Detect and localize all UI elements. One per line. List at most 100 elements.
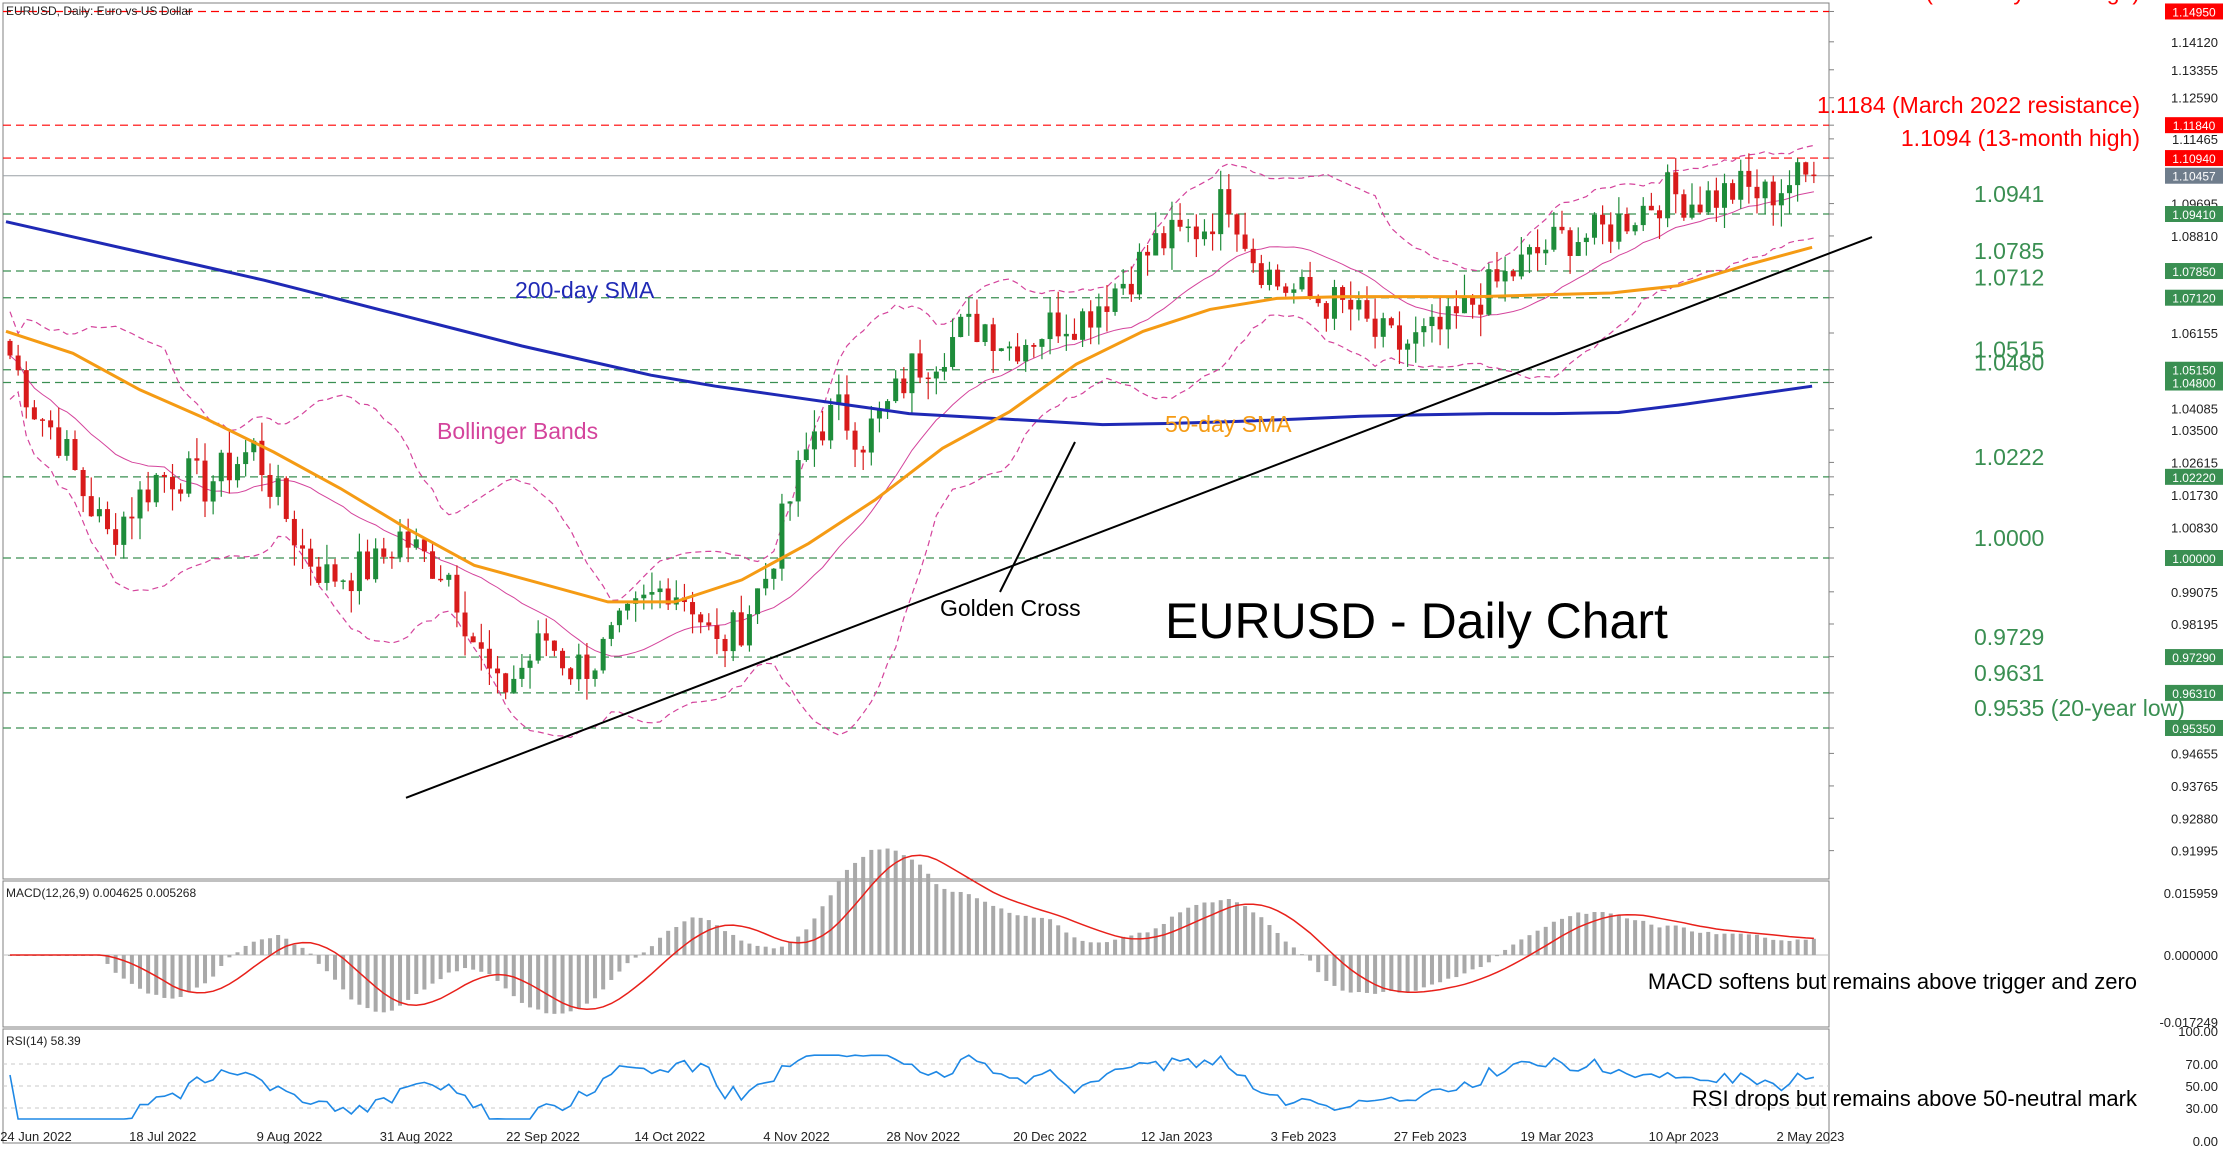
date-tick-label: 22 Sep 2022 (506, 1129, 580, 1144)
candle-body (15, 355, 21, 371)
macd-label: MACD(12,26,9) 0.004625 0.005268 (6, 886, 196, 900)
candle-body (259, 440, 265, 476)
macd-tick-label: 0.000000 (2164, 948, 2218, 963)
price-level-tag (2165, 649, 2223, 666)
macd-bar (1072, 937, 1077, 955)
price-tick-label: 0.98195 (2171, 617, 2218, 632)
candle-body (917, 353, 923, 378)
date-tick-label: 28 Nov 2022 (886, 1129, 960, 1144)
macd-bar (958, 891, 963, 955)
macd-bar (812, 918, 817, 955)
macd-bar (1795, 939, 1800, 955)
macd-bar (479, 954, 484, 972)
candle-body (771, 568, 777, 579)
macd-bar (877, 849, 882, 955)
macd-bar (1226, 899, 1231, 955)
candle-body (1039, 339, 1045, 347)
macd-bar (1673, 925, 1678, 955)
rsi-label: RSI(14) 58.39 (6, 1034, 81, 1048)
macd-bar (1210, 902, 1215, 955)
macd-bar (1787, 940, 1792, 955)
candle-body (1575, 242, 1581, 256)
candle-body (543, 633, 549, 641)
candle-body (1161, 233, 1167, 249)
candle-body (251, 440, 257, 453)
candle-body (1713, 190, 1719, 208)
date-tick-label: 9 Aug 2022 (257, 1129, 323, 1144)
macd-bar (1811, 938, 1816, 955)
candle-body (1185, 226, 1191, 229)
candle-body (1803, 162, 1809, 175)
macd-bar (1169, 916, 1174, 955)
candle-body (1486, 269, 1492, 315)
candle-body (454, 574, 460, 613)
candle-body (1445, 306, 1451, 330)
rsi-annotation: RSI drops but remains above 50-neutral m… (1692, 1086, 2138, 1111)
macd-bar (926, 873, 931, 955)
macd-bar (373, 954, 378, 1012)
candle-body (405, 531, 411, 548)
level-label: 1.0222 (1974, 444, 2044, 470)
macd-bar (162, 954, 167, 998)
candle-body (698, 614, 704, 623)
macd-bar (381, 954, 386, 1013)
macd-bar (901, 855, 906, 955)
candle-body (608, 625, 614, 639)
macd-bar (999, 908, 1004, 955)
date-tick-label: 20 Dec 2022 (1013, 1129, 1087, 1144)
level-label: 1.1184 (March 2022 resistance) (1817, 92, 2140, 118)
rsi-line (9, 1054, 1815, 1120)
macd-bar (1624, 918, 1629, 955)
candle-body (576, 654, 582, 680)
candle-body (80, 469, 86, 497)
macd-bar (1137, 932, 1142, 955)
macd-bar (755, 945, 760, 955)
macd-bar (796, 936, 801, 955)
candle-body (1648, 205, 1654, 211)
macd-bar (170, 954, 175, 999)
candle-body (503, 673, 509, 693)
candle-body (746, 614, 752, 646)
level-label: 0.9535 (20-year low) (1974, 695, 2185, 721)
macd-bar (1600, 912, 1605, 955)
candle-body (438, 578, 444, 581)
price-level-tag-text: 1.00000 (2172, 552, 2216, 566)
macd-bar (1722, 933, 1727, 955)
candle-body (121, 516, 127, 545)
macd-bar (203, 954, 208, 984)
candle-body (625, 603, 631, 611)
candle-body (1112, 288, 1118, 312)
macd-bar (463, 954, 468, 969)
candle-body (714, 625, 720, 639)
candle-body (1770, 181, 1776, 206)
candle-body (519, 667, 525, 679)
candle-body (1218, 189, 1224, 235)
macd-bar (1478, 954, 1483, 968)
macd-bar (1056, 925, 1061, 955)
candle-body (1640, 205, 1646, 226)
candle-body (1583, 237, 1589, 243)
macd-bar (601, 954, 606, 990)
price-level-tag-text: 1.11840 (2173, 119, 2216, 133)
macd-bar (1324, 954, 1329, 981)
macd-bar (1389, 954, 1394, 991)
candle-body (397, 531, 403, 558)
candle-body (779, 503, 785, 569)
macd-tick-label: -0.017249 (2159, 1015, 2218, 1030)
rsi-tick-label: 0.00 (2193, 1134, 2218, 1147)
macd-bar (414, 954, 419, 994)
macd-bar (1633, 920, 1638, 955)
macd-bar (1121, 936, 1126, 955)
macd-bar (844, 869, 849, 955)
macd-panel-frame (2, 880, 1830, 1028)
candle-body (787, 501, 793, 504)
candle-body (1031, 344, 1037, 347)
macd-bar (706, 920, 711, 955)
macd-bar (1763, 937, 1768, 955)
candle-body (1502, 271, 1508, 282)
price-tick-label: 0.99075 (2171, 585, 2218, 600)
candle-body (1250, 248, 1256, 264)
candle-body (730, 612, 736, 652)
candle-body (560, 650, 566, 669)
macd-bar (1608, 913, 1613, 955)
